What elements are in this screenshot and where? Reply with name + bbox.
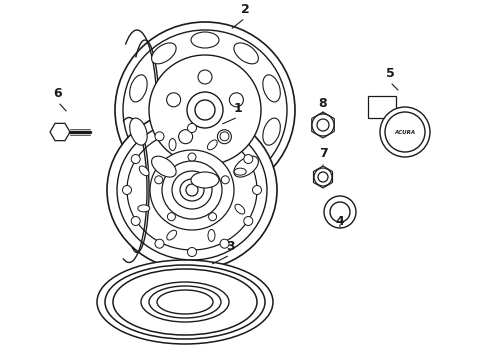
Circle shape: [188, 123, 196, 132]
Circle shape: [188, 153, 196, 161]
Ellipse shape: [127, 130, 257, 250]
Text: 4: 4: [336, 215, 344, 228]
Text: 3: 3: [226, 240, 234, 253]
Ellipse shape: [138, 205, 150, 212]
Ellipse shape: [169, 139, 176, 150]
Circle shape: [324, 196, 356, 228]
Circle shape: [218, 130, 231, 144]
Text: ACURA: ACURA: [394, 130, 416, 135]
Ellipse shape: [235, 204, 245, 214]
FancyBboxPatch shape: [368, 96, 396, 118]
Ellipse shape: [149, 286, 221, 318]
Circle shape: [155, 239, 164, 248]
Ellipse shape: [123, 30, 287, 190]
Text: 5: 5: [386, 67, 394, 80]
Circle shape: [122, 185, 131, 194]
Ellipse shape: [97, 260, 273, 344]
Ellipse shape: [167, 230, 176, 240]
Ellipse shape: [191, 32, 219, 48]
Circle shape: [131, 216, 140, 225]
Ellipse shape: [141, 282, 229, 322]
Circle shape: [252, 185, 262, 194]
Ellipse shape: [234, 43, 258, 64]
Text: 2: 2: [241, 3, 249, 16]
Ellipse shape: [139, 166, 149, 176]
Ellipse shape: [263, 118, 280, 145]
Circle shape: [229, 93, 244, 107]
Ellipse shape: [186, 184, 198, 196]
Ellipse shape: [208, 229, 215, 242]
Circle shape: [198, 70, 212, 84]
Circle shape: [380, 107, 430, 157]
Circle shape: [209, 213, 217, 221]
Ellipse shape: [162, 161, 222, 219]
Text: 1: 1: [234, 102, 243, 115]
Circle shape: [314, 168, 332, 186]
Text: 7: 7: [318, 147, 327, 160]
Ellipse shape: [234, 156, 258, 177]
Circle shape: [385, 112, 425, 152]
Circle shape: [318, 172, 328, 182]
Circle shape: [221, 176, 229, 184]
Circle shape: [168, 213, 175, 221]
Ellipse shape: [180, 179, 204, 201]
Circle shape: [155, 132, 164, 141]
Circle shape: [244, 154, 253, 163]
Ellipse shape: [195, 100, 215, 120]
Ellipse shape: [151, 156, 176, 177]
Circle shape: [220, 132, 229, 141]
Ellipse shape: [113, 269, 257, 335]
Circle shape: [167, 93, 181, 107]
Circle shape: [131, 154, 140, 163]
Ellipse shape: [187, 92, 223, 128]
Circle shape: [220, 239, 229, 248]
Ellipse shape: [117, 120, 267, 260]
Ellipse shape: [191, 172, 219, 188]
Circle shape: [317, 119, 329, 131]
Ellipse shape: [107, 110, 277, 270]
Circle shape: [244, 216, 253, 225]
Ellipse shape: [105, 265, 265, 339]
Ellipse shape: [172, 171, 212, 209]
Ellipse shape: [263, 75, 280, 102]
Text: 8: 8: [318, 97, 327, 110]
Polygon shape: [314, 166, 333, 188]
Text: 6: 6: [54, 87, 62, 100]
Ellipse shape: [207, 140, 217, 150]
Polygon shape: [50, 123, 70, 141]
Ellipse shape: [115, 22, 295, 198]
Ellipse shape: [130, 118, 147, 145]
Ellipse shape: [149, 55, 261, 165]
Circle shape: [312, 114, 334, 136]
Circle shape: [188, 248, 196, 256]
Ellipse shape: [150, 150, 234, 230]
Circle shape: [155, 176, 163, 184]
Circle shape: [330, 202, 350, 222]
Ellipse shape: [151, 43, 176, 64]
Ellipse shape: [234, 168, 246, 175]
Polygon shape: [312, 112, 334, 138]
Ellipse shape: [157, 290, 213, 314]
Ellipse shape: [130, 75, 147, 102]
Circle shape: [178, 130, 193, 144]
